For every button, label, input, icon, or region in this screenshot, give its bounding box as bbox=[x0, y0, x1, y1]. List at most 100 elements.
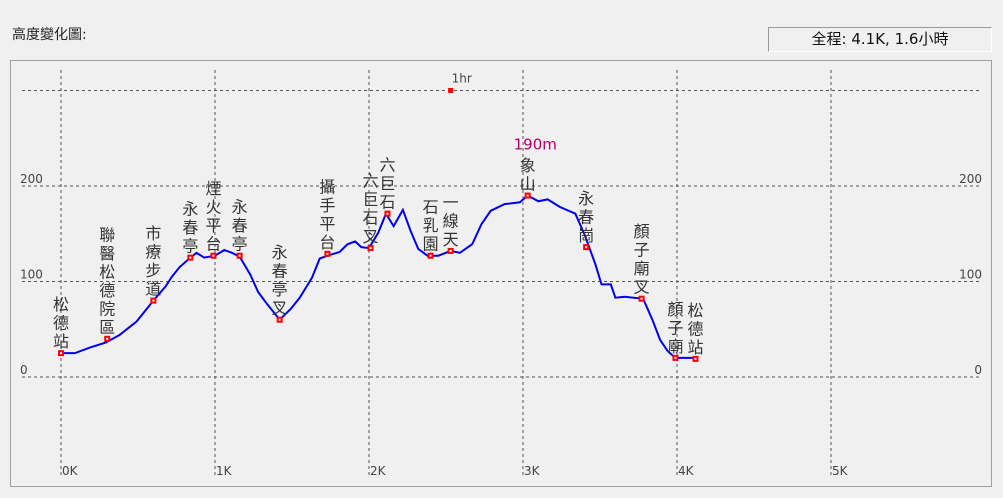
time-marker bbox=[448, 88, 454, 93]
waypoint-label-char: 巨 bbox=[363, 190, 379, 209]
waypoint-label-char: 市 bbox=[145, 224, 161, 243]
waypoint-label-char: 亭 bbox=[232, 235, 248, 254]
waypoint-label-char: 石 bbox=[423, 198, 439, 217]
waypoint-label-char: 永 bbox=[182, 200, 198, 219]
waypoint-marker-dot bbox=[449, 249, 452, 252]
waypoint: 永春亭 bbox=[182, 200, 198, 261]
waypoint-label-char: 區 bbox=[99, 318, 115, 337]
waypoint-marker-dot bbox=[60, 352, 62, 355]
waypoint-label-char: 松 bbox=[687, 301, 703, 320]
waypoint-label-char: 松 bbox=[53, 295, 69, 314]
waypoint-label-char: 攝 bbox=[319, 177, 335, 196]
waypoint: 松德站 bbox=[53, 295, 69, 357]
y-tick-label-right: 0 bbox=[974, 363, 982, 377]
waypoint-label-char: 崗 bbox=[578, 226, 594, 245]
waypoint: 永春亭 bbox=[232, 198, 248, 259]
waypoint-label-char: 廟 bbox=[667, 337, 683, 356]
waypoint-marker-dot bbox=[386, 212, 389, 215]
waypoint-label-char: 火 bbox=[205, 198, 221, 217]
y-tick-label-right: 200 bbox=[959, 172, 982, 186]
y-tick-label-left: 100 bbox=[20, 268, 43, 282]
trip-summary: 全程: 4.1K, 1.6小時 bbox=[768, 27, 992, 52]
waypoint-label-char: 叉 bbox=[272, 299, 288, 318]
plot-frame bbox=[10, 60, 992, 487]
waypoint-label-char: 平 bbox=[205, 216, 221, 235]
waypoint-marker-dot bbox=[369, 247, 372, 250]
waypoint-label-char: 叉 bbox=[363, 227, 379, 246]
waypoint-label-char: 顏 bbox=[634, 222, 650, 241]
waypoint-marker-dot bbox=[585, 246, 588, 249]
waypoint-label-char: 道 bbox=[145, 280, 161, 299]
waypoint-marker-dot bbox=[152, 299, 155, 302]
waypoint-marker-dot bbox=[429, 254, 432, 257]
waypoint-marker-dot bbox=[212, 254, 215, 257]
waypoint-label-char: 六 bbox=[379, 156, 395, 175]
x-tick-label: 0K bbox=[62, 464, 79, 478]
waypoint-label-char: 站 bbox=[53, 332, 69, 351]
waypoint: 象山 bbox=[520, 156, 536, 199]
waypoint-label-char: 春 bbox=[272, 262, 288, 281]
waypoint-label-char: 療 bbox=[145, 243, 161, 262]
y-tick-label-left: 0 bbox=[20, 363, 28, 377]
waypoint-label-char: 廟 bbox=[634, 259, 650, 278]
chart-title: 高度變化圖: bbox=[12, 27, 87, 43]
waypoint-label-char: 山 bbox=[520, 175, 536, 194]
waypoint-label-char: 園 bbox=[423, 235, 439, 254]
waypoint-label-char: 煙 bbox=[205, 179, 221, 198]
waypoint-label-char: 一 bbox=[443, 193, 459, 212]
waypoint-label-char: 台 bbox=[319, 233, 335, 252]
waypoint-label-char: 德 bbox=[99, 281, 115, 300]
waypoint-label-char: 德 bbox=[53, 314, 69, 333]
waypoint-label-char: 象 bbox=[520, 156, 536, 175]
waypoint-label-char: 石 bbox=[363, 209, 379, 228]
waypoint-label-char: 平 bbox=[319, 214, 335, 233]
waypoint-label-char: 巨 bbox=[379, 174, 395, 193]
y-tick-label-right: 100 bbox=[959, 268, 982, 282]
waypoint: 石乳園 bbox=[423, 198, 439, 259]
waypoint-label-char: 亭 bbox=[182, 237, 198, 256]
waypoint-label-char: 手 bbox=[319, 196, 335, 215]
waypoint-label-char: 顏 bbox=[667, 300, 683, 319]
waypoint-label-char: 台 bbox=[205, 235, 221, 254]
waypoint-label-char: 永 bbox=[272, 243, 288, 262]
waypoint-label-char: 子 bbox=[667, 318, 683, 337]
x-tick-label: 1K bbox=[216, 464, 233, 478]
waypoint-label-char: 春 bbox=[232, 216, 248, 235]
x-tick-label: 3K bbox=[524, 464, 541, 478]
waypoint-label-char: 永 bbox=[578, 189, 594, 208]
x-tick-label: 2K bbox=[370, 464, 387, 478]
waypoint-marker-dot bbox=[326, 252, 329, 255]
waypoint-marker-dot bbox=[278, 318, 281, 321]
waypoint-label-char: 春 bbox=[578, 208, 594, 227]
waypoint-label-char: 乳 bbox=[423, 216, 439, 235]
waypoint-label-char: 春 bbox=[182, 218, 198, 237]
waypoint-label-char: 永 bbox=[232, 198, 248, 217]
waypoint-marker-dot bbox=[189, 256, 192, 259]
waypoint-label-char: 松 bbox=[99, 262, 115, 281]
waypoint: 永春崗 bbox=[578, 189, 594, 251]
waypoint-label-char: 天 bbox=[443, 230, 459, 249]
waypoint-marker-dot bbox=[238, 254, 241, 257]
waypoint-label-char: 六 bbox=[363, 172, 379, 191]
waypoint-marker-dot bbox=[526, 194, 529, 197]
x-tick-label: 5K bbox=[832, 464, 849, 478]
waypoint-label-char: 石 bbox=[379, 193, 395, 212]
waypoint-label-char: 聯 bbox=[99, 225, 115, 244]
waypoint-label-char: 線 bbox=[443, 211, 459, 230]
waypoint-marker-dot bbox=[640, 297, 643, 300]
waypoint: 一線天 bbox=[443, 193, 459, 254]
waypoint-label-char: 德 bbox=[687, 319, 703, 338]
max-elevation-label: 190m bbox=[514, 136, 557, 154]
waypoint-label-char: 醫 bbox=[99, 244, 115, 263]
y-tick-label-left: 200 bbox=[20, 172, 43, 186]
waypoint-marker-dot bbox=[674, 356, 677, 359]
waypoint-label-char: 站 bbox=[687, 338, 703, 357]
waypoint: 六巨石 bbox=[379, 156, 395, 217]
